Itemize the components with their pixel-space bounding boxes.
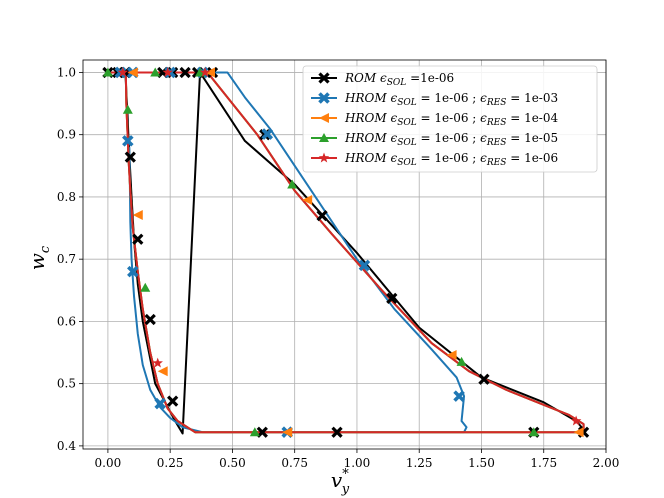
x-tick-label: 1.75	[530, 456, 557, 470]
data-point	[453, 390, 465, 402]
y-tick-label: 0.7	[57, 252, 76, 266]
data-point	[318, 72, 330, 84]
data-point	[162, 66, 173, 77]
legend-label: HROM ϵSOL = 1e-06 ; ϵRES = 1e-04	[344, 111, 559, 128]
x-tick-label: 2.00	[593, 456, 620, 470]
y-tick-label: 0.5	[57, 377, 76, 391]
series-markers-2	[127, 67, 584, 438]
data-point	[122, 135, 134, 147]
data-point	[261, 128, 274, 140]
data-point	[179, 66, 191, 79]
legend-box	[302, 65, 598, 173]
x-tick-label: 0.25	[157, 456, 184, 470]
legend: ROM ϵSOL =1e-06 HROM ϵSOL = 1e-06 ; ϵRES …	[302, 65, 598, 173]
data-point	[150, 67, 161, 77]
y-tick-label: 0.8	[57, 190, 76, 204]
data-point	[287, 179, 298, 189]
legend-entry: ROM ϵSOL =1e-06	[311, 71, 454, 88]
data-point	[331, 426, 343, 438]
tick-labels: 0.00 0.25 0.50 0.75 1.00 1.25 1.50 1.75 2.00 0.4 0…	[57, 65, 619, 470]
x-axis-label: v* y	[331, 467, 350, 497]
axes	[79, 59, 607, 453]
data-point	[256, 426, 268, 438]
series-markers-4	[117, 66, 582, 426]
data-point	[316, 209, 328, 222]
data-point	[319, 113, 329, 123]
data-point	[319, 133, 329, 142]
data-point	[124, 151, 136, 163]
data-point	[157, 366, 168, 377]
data-point	[199, 66, 211, 77]
axis-labels: v* y wc	[25, 245, 350, 497]
data-point	[318, 92, 330, 104]
data-point	[302, 195, 313, 206]
data-point	[122, 104, 133, 114]
data-point	[127, 67, 138, 78]
y-tick-label: 0.6	[57, 314, 76, 328]
plot-series	[102, 66, 590, 438]
y-axis-label: wc	[25, 245, 53, 270]
y-tick-label: 0.9	[57, 128, 76, 142]
x-tick-label: 1.25	[406, 456, 433, 470]
data-point	[573, 427, 584, 438]
data-point	[446, 350, 457, 361]
x-tick-label: 0.50	[219, 456, 246, 470]
data-point	[117, 66, 129, 77]
legend-label: HROM ϵSOL = 1e-06 ; ϵRES = 1e-03	[344, 91, 558, 108]
data-point	[456, 356, 467, 366]
data-point	[195, 67, 206, 77]
data-point	[478, 373, 490, 385]
data-point	[144, 313, 156, 326]
plot-frame	[82, 59, 607, 450]
data-point	[127, 265, 139, 278]
x-tick-label: 0.75	[281, 456, 308, 470]
data-point	[318, 152, 330, 163]
data-point	[102, 67, 113, 77]
data-point	[154, 397, 166, 410]
series-markers-3	[102, 67, 539, 437]
x-tick-label: 0.00	[95, 456, 122, 470]
data-point	[282, 427, 293, 438]
data-point	[386, 292, 398, 305]
data-point	[167, 395, 179, 407]
legend-entry: HROM ϵSOL = 1e-06 ; ϵRES = 1e-05	[311, 131, 558, 148]
data-point	[140, 282, 151, 292]
data-point	[132, 209, 143, 220]
legend-label: HROM ϵSOL = 1e-06 ; ϵRES = 1e-06	[344, 151, 558, 168]
legend-entry: HROM ϵSOL = 1e-06 ; ϵRES = 1e-03	[311, 91, 558, 108]
data-point	[205, 67, 216, 78]
data-point	[570, 415, 582, 426]
legend-label: HROM ϵSOL = 1e-06 ; ϵRES = 1e-05	[344, 131, 558, 148]
data-point	[132, 233, 144, 245]
x-tick-label: 1.00	[344, 456, 371, 470]
y-tick-label: 0.4	[57, 439, 76, 453]
legend-label: ROM ϵSOL =1e-06	[344, 71, 454, 88]
legend-entry: HROM ϵSOL = 1e-06 ; ϵRES = 1e-06	[311, 151, 558, 168]
y-tick-label: 1.0	[57, 65, 76, 79]
data-point	[528, 427, 539, 437]
legend-entry: HROM ϵSOL = 1e-06 ; ϵRES = 1e-04	[311, 111, 559, 128]
data-point	[152, 357, 163, 368]
data-point	[249, 427, 260, 437]
data-point	[358, 259, 371, 272]
x-tick-label: 1.50	[468, 456, 495, 470]
